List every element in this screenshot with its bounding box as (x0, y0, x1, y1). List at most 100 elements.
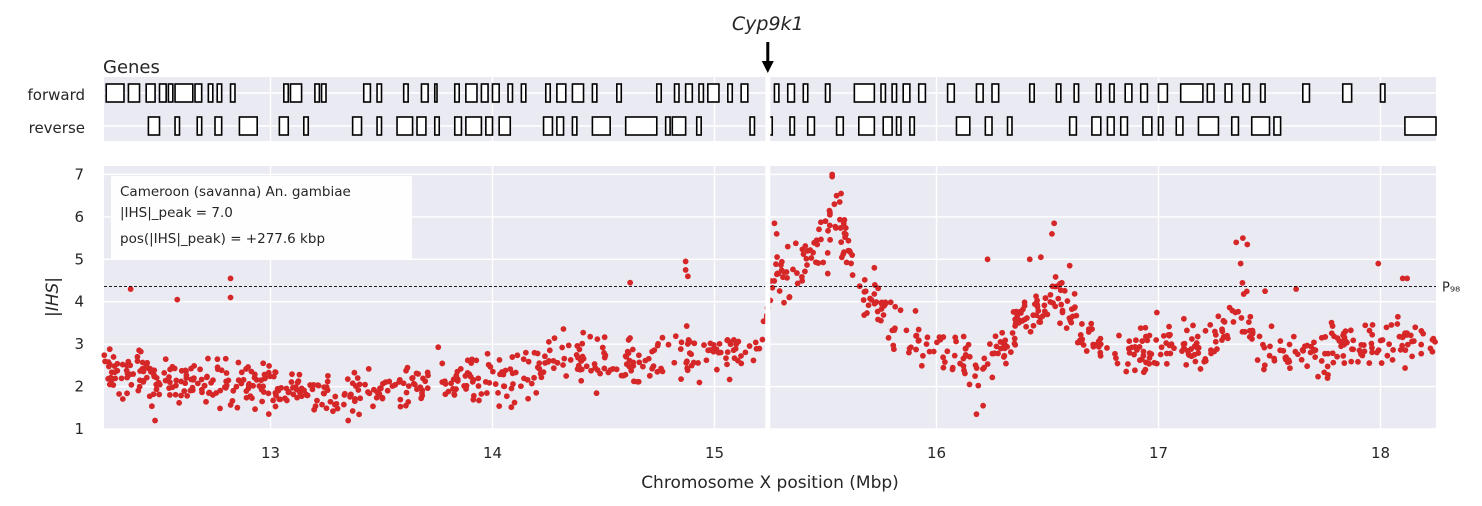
ihs-point (265, 390, 272, 397)
ihs-point (243, 366, 249, 372)
reverse-gene (1006, 116, 1013, 136)
ihs-point (841, 249, 847, 256)
reverse-gene (396, 116, 414, 136)
ihs-point (473, 357, 480, 364)
forward-gene (145, 83, 156, 103)
forward-gene (194, 83, 203, 103)
ihs-point (116, 391, 122, 397)
ihs-point (880, 312, 887, 318)
ihs-point (1059, 307, 1066, 314)
ihs-point (1132, 344, 1138, 350)
ihs-point (309, 386, 316, 393)
ihs-point (1047, 291, 1054, 298)
ihs-point (1191, 351, 1198, 358)
ihs-point (871, 264, 878, 271)
ihs-point (1012, 320, 1019, 327)
ihs-point (551, 335, 558, 342)
ihs-point (522, 349, 529, 356)
ihs-point (583, 363, 590, 370)
ihs-point (812, 259, 819, 266)
ihs-point (1418, 350, 1425, 357)
ihs-point (710, 342, 717, 348)
ihs-point (1369, 331, 1376, 338)
ihs-point (599, 344, 606, 351)
reverse-gene (376, 116, 383, 136)
ihs-point (890, 346, 897, 353)
ihs-point (639, 363, 646, 370)
ihs-point (252, 406, 258, 413)
ihs-point (626, 363, 633, 370)
ihs-point (1012, 341, 1019, 348)
ihs-point (114, 367, 121, 374)
ihs-point (1350, 337, 1357, 344)
forward-gene (1224, 83, 1233, 103)
ihs-point (1239, 279, 1246, 286)
forward-gene (289, 83, 303, 103)
ihs-point (1023, 323, 1030, 330)
ihs-point (188, 365, 194, 372)
forward-gene (1259, 83, 1266, 103)
ihs-point (1140, 348, 1147, 355)
forward-gene (556, 83, 567, 103)
ihs-point (294, 379, 301, 386)
ihs-point (1160, 332, 1167, 339)
ihs-point (201, 382, 208, 389)
ihs-point (1140, 352, 1147, 359)
ihs-point (1235, 308, 1242, 315)
ihs-point (885, 334, 892, 341)
ihs-point (567, 357, 574, 363)
ihs-point (926, 348, 933, 355)
ihs-point (1137, 325, 1144, 332)
ihs-point (613, 366, 620, 373)
ihs-point (1239, 235, 1246, 242)
ihs-point (1375, 260, 1382, 267)
ihs-point (1298, 356, 1305, 363)
forward-gene (891, 83, 898, 103)
y-tick-label: 3 (74, 335, 84, 353)
ihs-point (629, 346, 636, 353)
ihs-point (690, 359, 697, 366)
ihs-point (492, 381, 499, 387)
ihs-point (892, 325, 898, 332)
reverse-gene (351, 116, 363, 136)
ihs-point (234, 404, 241, 411)
ihs-point (593, 390, 600, 397)
ihs-point (1312, 354, 1319, 360)
forward-gene (376, 83, 383, 103)
ihs-point (940, 364, 947, 371)
ihs-point (1244, 241, 1251, 248)
ihs-point (370, 386, 377, 393)
ihs-point (396, 379, 403, 385)
ihs-point (1277, 347, 1284, 354)
ihs-point (1126, 338, 1133, 345)
ihs-point (106, 361, 113, 368)
ihs-point (205, 355, 211, 362)
ihs-point (1052, 274, 1059, 280)
ihs-point (842, 234, 848, 241)
forward-gene (727, 83, 734, 103)
ihs-point (1340, 353, 1347, 359)
ihs-point (1339, 340, 1346, 347)
ihs-point (960, 333, 967, 340)
forward-gene (433, 83, 438, 103)
ihs-point (272, 403, 279, 410)
ihs-point (377, 385, 383, 392)
ihs-point (454, 368, 461, 375)
ihs-point (560, 362, 566, 368)
ihs-point (972, 362, 979, 369)
ihs-point (1334, 353, 1341, 360)
ihs-point (559, 344, 566, 351)
forward-gene (853, 83, 876, 103)
x-tick-label: 17 (1149, 444, 1168, 462)
ihs-point (1132, 367, 1138, 374)
ihs-point (1140, 369, 1147, 376)
ihs-point (1001, 352, 1008, 359)
ihs-point (445, 388, 452, 395)
reverse-gene (857, 116, 876, 136)
reverse-gene (1119, 116, 1129, 136)
ihs-point (470, 392, 477, 399)
ihs-point (759, 336, 766, 343)
ihs-point (203, 398, 209, 405)
ihs-point (1366, 360, 1373, 366)
reverse-gene (147, 116, 161, 136)
